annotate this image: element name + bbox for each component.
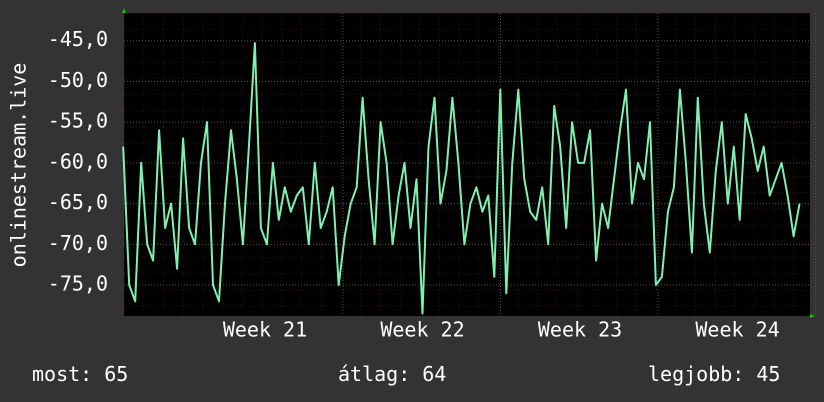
y-axis-arrow	[122, 8, 126, 13]
stat-label: legjobb:	[648, 362, 744, 386]
stat: legjobb: 45	[648, 362, 780, 386]
stat: most: 65	[32, 362, 128, 386]
stat-value: 45	[756, 362, 780, 386]
y-tick-label: -50,0	[48, 68, 108, 92]
stats: most: 65 átlag: 64 legjobb: 45	[32, 362, 780, 386]
stat-value: 65	[104, 362, 128, 386]
minor-grid	[124, 13, 810, 316]
x-tick-label: Week 22	[380, 318, 464, 342]
y-tick-label: -60,0	[48, 149, 108, 173]
data-line	[122, 42, 801, 315]
y-tick-label: -70,0	[48, 231, 108, 255]
stat-value: 64	[422, 362, 446, 386]
y-tick-label: -65,0	[48, 190, 108, 214]
stat-label: átlag:	[338, 362, 410, 386]
x-tick-label: Week 21	[223, 318, 307, 342]
stat: átlag: 64	[338, 362, 446, 386]
x-tick-label: Week 23	[538, 318, 622, 342]
y-tick-label: -75,0	[48, 272, 108, 296]
x-axis-arrow	[810, 314, 815, 318]
x-tick-label: Week 24	[695, 318, 779, 342]
y-axis-label: onlinestream.live	[7, 63, 31, 268]
y-tick-label: -55,0	[48, 109, 108, 133]
stat-label: most:	[32, 362, 92, 386]
y-tick-label: -45,0	[48, 27, 108, 51]
